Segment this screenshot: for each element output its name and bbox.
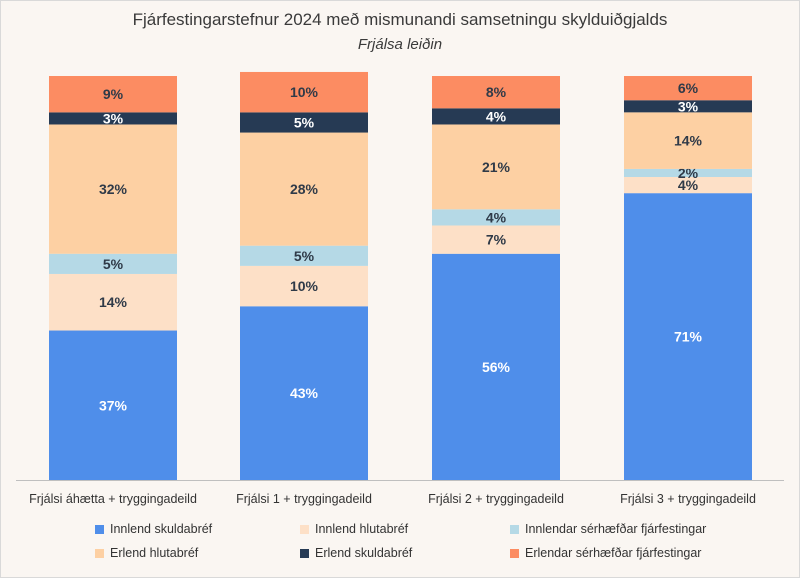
legend-label: Erlend hlutabréf (110, 546, 199, 560)
bar-segment (624, 100, 752, 113)
x-tick-label: Frjálsi 1 + tryggingadeild (236, 492, 372, 506)
bar-segment (432, 76, 560, 109)
data-label: 4% (486, 209, 507, 225)
bar-segment (624, 193, 752, 480)
bar-segment (624, 168, 752, 177)
legend-label: Erlendar sérhæfðar fjárfestingar (525, 546, 702, 560)
bar-segment (240, 306, 368, 480)
data-label: 5% (294, 114, 315, 130)
bar-segment (49, 253, 177, 274)
data-label: 7% (486, 232, 507, 248)
data-label: 3% (103, 110, 124, 126)
data-label: 2% (678, 165, 699, 181)
legend-swatch (300, 524, 309, 534)
x-tick-label: Frjálsi 2 + tryggingadeild (428, 492, 564, 506)
bar-segment (49, 330, 177, 480)
bar-segment (432, 108, 560, 125)
bar-segment (432, 225, 560, 254)
bar-segment (624, 112, 752, 169)
data-label: 6% (678, 80, 699, 96)
legend-item: Erlend skuldabréf (300, 546, 412, 560)
data-label: 4% (678, 177, 699, 193)
legend-label: Erlend skuldabréf (315, 546, 413, 560)
legend-swatch (95, 548, 104, 558)
legend-item: Innlend skuldabréf (95, 522, 212, 536)
bar-segment (49, 273, 177, 331)
legend-label: Innlendar sérhæfðar fjárfestingar (525, 522, 707, 536)
data-label: 3% (678, 98, 699, 114)
data-label: 43% (290, 385, 319, 401)
legend-swatch (510, 524, 519, 534)
legend-label: Innlend hlutabréf (315, 522, 409, 536)
x-tick-label: Frjálsi 3 + tryggingadeild (620, 492, 756, 506)
legend-swatch (95, 524, 104, 534)
legend-item: Innlend hlutabréf (300, 522, 408, 536)
bar-segment (240, 265, 368, 307)
data-label: 28% (290, 181, 319, 197)
data-label: 32% (99, 181, 128, 197)
bar-segment (240, 132, 368, 246)
bar-segment (49, 112, 177, 125)
legend-swatch (300, 548, 309, 558)
data-label: 71% (674, 329, 703, 345)
legend-item: Innlendar sérhæfðar fjárfestingar (510, 522, 706, 536)
bar-segment (49, 124, 177, 254)
legend-item: Erlendar sérhæfðar fjárfestingar (510, 546, 701, 560)
data-label: 14% (99, 294, 128, 310)
data-label: 10% (290, 84, 319, 100)
legend-item: Erlend hlutabréf (95, 546, 198, 560)
x-tick-label: Frjálsi áhætta + tryggingadeild (29, 492, 197, 506)
data-label: 8% (486, 84, 507, 100)
data-label: 14% (674, 133, 703, 149)
bar-segment (432, 253, 560, 480)
bar-segment (432, 209, 560, 226)
chart-subtitle: Frjálsa leiðin (357, 36, 443, 53)
data-label: 5% (103, 256, 124, 272)
data-label: 5% (294, 248, 315, 264)
data-label: 10% (290, 278, 319, 294)
data-label: 4% (486, 108, 507, 124)
bar-segment (432, 124, 560, 210)
bar-segment (240, 71, 368, 113)
data-label: 21% (482, 159, 511, 175)
legend-label: Innlend skuldabréf (110, 522, 213, 536)
bar-segment (240, 245, 368, 266)
bar-segment (240, 112, 368, 133)
bar-segment (624, 76, 752, 101)
data-label: 37% (99, 397, 128, 413)
bar-segment (624, 177, 752, 194)
data-label: 56% (482, 359, 511, 375)
data-label: 9% (103, 86, 124, 102)
chart-title: Fjárfestingarstefnur 2024 með mismunandi… (132, 10, 668, 29)
legend-swatch (510, 548, 519, 558)
bar-segment (49, 76, 177, 113)
